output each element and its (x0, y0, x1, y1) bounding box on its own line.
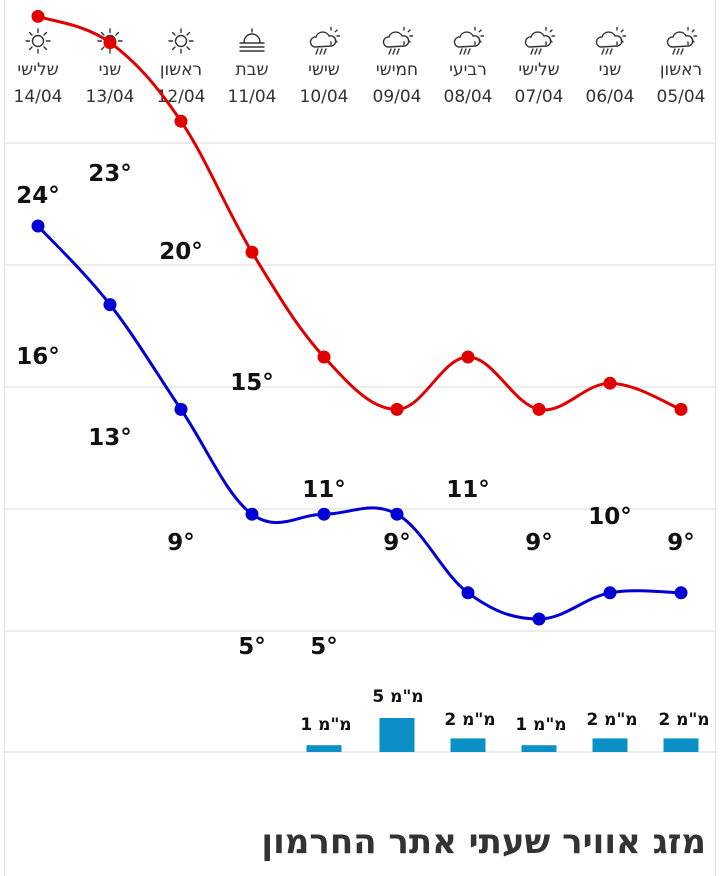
rain-bar-09/04 (379, 718, 415, 752)
low-temp-point-05/04 (674, 586, 688, 600)
high-temp-label-11/04: 15° (230, 370, 274, 396)
high-temp-point-11/04 (245, 245, 259, 259)
day-name: שלישי (17, 60, 59, 80)
day-date: 11/04 (227, 87, 277, 107)
rain-sun-icon (453, 26, 485, 55)
forecast-day-5: שישי 10/04 (288, 26, 360, 107)
high-temp-point-07/04 (532, 402, 546, 416)
forecast-day-6: שבת 11/04 (216, 26, 288, 107)
high-temp-point-06/04 (603, 376, 617, 390)
day-name: שלישי (518, 60, 560, 80)
forecast-day-2: שלישי 07/04 (503, 26, 575, 107)
low-temp-point-12/04 (174, 402, 188, 416)
low-temp-label-11/04: 5° (238, 634, 266, 660)
rain-label-10/04: 1 מ"מ (300, 715, 351, 735)
rain-bar-07/04 (521, 745, 557, 752)
day-date: 06/04 (585, 87, 635, 107)
day-date: 10/04 (299, 87, 349, 107)
high-temp-label-12/04: 20° (159, 239, 203, 265)
rain-sun-icon (524, 26, 556, 55)
high-temp-label-10/04: 11° (302, 477, 346, 503)
day-date: 05/04 (656, 87, 706, 107)
high-temp-point-12/04 (174, 114, 188, 128)
low-temp-point-06/04 (603, 586, 617, 600)
forecast-day-4: חמישי 09/04 (361, 26, 433, 107)
high-temp-point-10/04 (317, 350, 331, 364)
day-name: שבת (235, 60, 269, 80)
sun-icon (25, 28, 51, 54)
day-date: 07/04 (514, 87, 564, 107)
forecast-day-9: שלישי 14/04 (2, 26, 74, 107)
day-name: ראשון (659, 60, 703, 80)
rain-sun-icon (666, 26, 698, 55)
low-temp-label-14/04: 16° (16, 344, 60, 370)
day-name: שני (98, 60, 122, 80)
low-temp-label-12/04: 9° (167, 530, 195, 556)
rain-bar-06/04 (592, 738, 628, 752)
low-temp-point-11/04 (245, 507, 259, 521)
rain-sun-icon (382, 26, 414, 55)
high-temp-label-06/04: 10° (588, 504, 632, 530)
low-temp-line (36, 224, 682, 621)
rain-bar-05/04 (663, 738, 699, 752)
forecast-day-1: שני 06/04 (574, 26, 646, 107)
high-temp-point-08/04 (461, 350, 475, 364)
high-temp-label-14/04: 24° (16, 183, 60, 209)
rain-label-08/04: 2 מ"מ (444, 710, 495, 730)
day-name: רביעי (449, 60, 487, 80)
day-name: שני (598, 60, 622, 80)
rain-bar-08/04 (450, 738, 486, 752)
rain-label-05/04: 2 מ"מ (658, 710, 709, 730)
low-temp-point-10/04 (317, 507, 331, 521)
rain-label-09/04: 5 מ"מ (372, 687, 423, 707)
temperature-chart: 9° 10° 9° 11° 9° 11° 15° 20° 23° 24° 5° 5° 9° 13° 16° 2… (5, 9, 715, 753)
sun-fog-icon (239, 28, 265, 52)
low-temp-point-14/04 (31, 219, 45, 233)
forecast-day-3: רביעי 08/04 (432, 26, 504, 107)
day-date: 13/04 (85, 87, 135, 107)
low-temp-point-09/04 (390, 507, 404, 521)
forecast-day-8: שני 13/04 (74, 26, 146, 107)
low-temp-point-13/04 (103, 298, 117, 312)
day-name: חמישי (375, 60, 419, 80)
high-temp-label-09/04: 9° (383, 530, 411, 556)
sun-icon (168, 28, 194, 54)
high-temp-line (37, 14, 682, 412)
low-temp-point-08/04 (461, 586, 475, 600)
day-name: ראשון (159, 60, 203, 80)
high-temp-point-14/04 (31, 9, 45, 23)
rain-sun-icon (309, 26, 341, 55)
day-date: 09/04 (372, 87, 422, 107)
chart-frame (4, 0, 716, 876)
low-temp-label-13/04: 13° (88, 425, 132, 451)
rain-label-07/04: 1 מ"מ (515, 715, 566, 735)
rain-sun-icon (595, 26, 627, 55)
page-footer-title: מזג אוויר שעתי אתר החרמון (261, 822, 706, 862)
high-temp-label-08/04: 11° (446, 477, 490, 503)
high-temp-label-05/04: 9° (667, 530, 695, 556)
high-temp-point-09/04 (390, 402, 404, 416)
high-temp-label-07/04: 9° (525, 530, 553, 556)
day-date: 08/04 (443, 87, 493, 107)
high-temp-point-05/04 (674, 402, 688, 416)
rain-bar-10/04 (306, 745, 342, 752)
day-date: 14/04 (13, 87, 63, 107)
low-temp-point-07/04 (532, 612, 546, 626)
high-temp-point-13/04 (103, 36, 117, 50)
low-temp-label-10/04: 5° (310, 634, 338, 660)
forecast-day-0: ראשון 05/04 (645, 26, 717, 107)
day-name: שישי (308, 60, 340, 80)
high-temp-label-13/04: 23° (88, 161, 132, 187)
rain-label-06/04: 2 מ"מ (586, 710, 637, 730)
